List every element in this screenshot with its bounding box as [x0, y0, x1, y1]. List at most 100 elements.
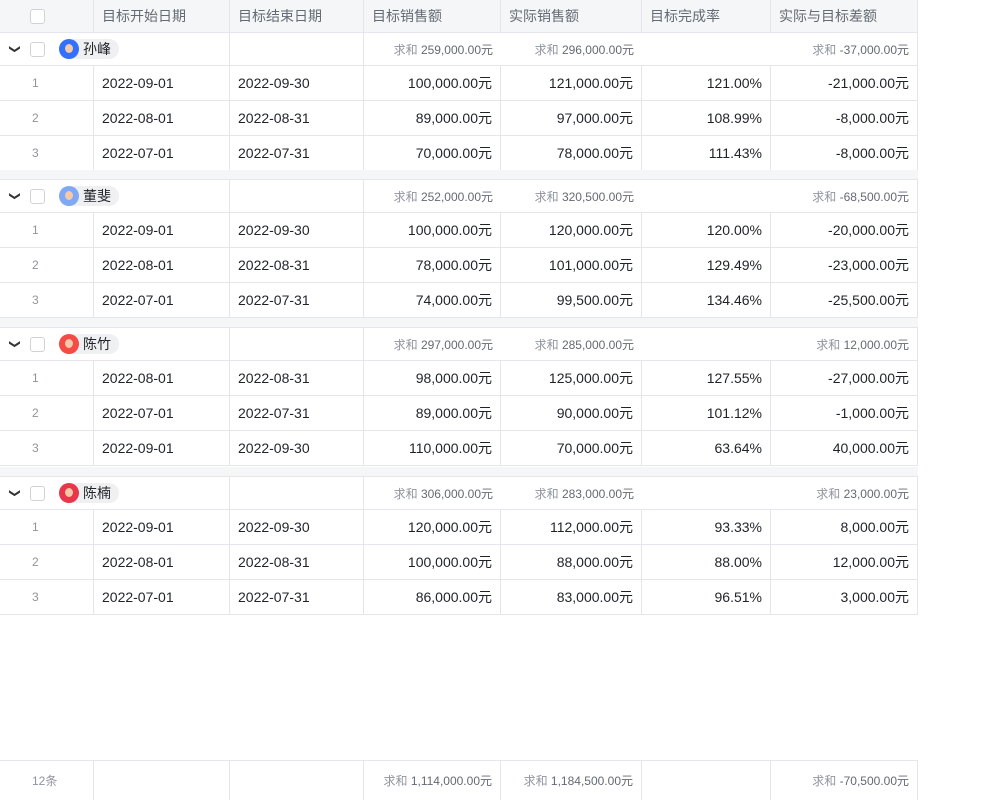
group-checkbox[interactable] — [30, 336, 45, 352]
actual-sales-cell[interactable]: 83,000.00元 — [501, 580, 642, 614]
chevron-down-icon[interactable]: ❯ — [8, 339, 21, 349]
start-date-cell[interactable]: 2022-09-01 — [94, 66, 230, 100]
target-sales-cell[interactable]: 70,000.00元 — [364, 136, 501, 170]
start-date-cell[interactable]: 2022-08-01 — [94, 248, 230, 282]
start-date-cell[interactable]: 2022-08-01 — [94, 361, 230, 395]
start-date-cell[interactable]: 2022-07-01 — [94, 396, 230, 430]
actual-sales-cell[interactable]: 78,000.00元 — [501, 136, 642, 170]
actual-sales-cell[interactable]: 88,000.00元 — [501, 545, 642, 579]
chevron-down-icon[interactable]: ❯ — [8, 191, 21, 201]
table-row[interactable]: 2 2022-08-01 2022-08-31 89,000.00元 97,000.00… — [0, 101, 918, 136]
start-date-cell[interactable]: 2022-07-01 — [94, 580, 230, 614]
completion-rate-cell[interactable]: 88.00% — [642, 545, 771, 579]
target-sales-cell[interactable]: 74,000.00元 — [364, 283, 501, 317]
completion-rate-cell[interactable]: 111.43% — [642, 136, 771, 170]
difference-cell[interactable]: 3,000.00元 — [771, 580, 918, 614]
end-date-cell[interactable]: 2022-09-30 — [230, 213, 364, 247]
start-date-cell[interactable]: 2022-07-01 — [94, 283, 230, 317]
target-sales-cell[interactable]: 86,000.00元 — [364, 580, 501, 614]
end-date-cell[interactable]: 2022-08-31 — [230, 545, 364, 579]
start-date-cell[interactable]: 2022-07-01 — [94, 136, 230, 170]
start-date-cell[interactable]: 2022-08-01 — [94, 545, 230, 579]
table-row[interactable]: 3 2022-07-01 2022-07-31 86,000.00元 83,000.00… — [0, 580, 918, 615]
group-checkbox[interactable] — [30, 188, 45, 204]
difference-cell[interactable]: 12,000.00元 — [771, 545, 918, 579]
chevron-down-icon[interactable]: ❯ — [8, 488, 21, 498]
table-row[interactable]: 1 2022-08-01 2022-08-31 98,000.00元 125,000.0… — [0, 361, 918, 396]
select-all-checkbox[interactable] — [30, 8, 45, 24]
actual-sales-cell[interactable]: 112,000.00元 — [501, 510, 642, 544]
target-sales-cell[interactable]: 89,000.00元 — [364, 101, 501, 135]
completion-rate-cell[interactable]: 127.55% — [642, 361, 771, 395]
table-row[interactable]: 2 2022-08-01 2022-08-31 100,000.00元 88,000.0… — [0, 545, 918, 580]
target-sales-cell[interactable]: 100,000.00元 — [364, 66, 501, 100]
header-difference[interactable]: 实际与目标差额 — [771, 0, 918, 32]
actual-sales-cell[interactable]: 121,000.00元 — [501, 66, 642, 100]
header-actual-sales[interactable]: 实际销售额 — [501, 0, 642, 32]
target-sales-cell[interactable]: 100,000.00元 — [364, 213, 501, 247]
target-sales-cell[interactable]: 78,000.00元 — [364, 248, 501, 282]
person-name: 董斐 — [83, 188, 111, 204]
end-date-cell[interactable]: 2022-09-30 — [230, 431, 364, 465]
end-date-cell[interactable]: 2022-08-31 — [230, 361, 364, 395]
table-row[interactable]: 2 2022-08-01 2022-08-31 78,000.00元 101,000.0… — [0, 248, 918, 283]
table-row[interactable]: 1 2022-09-01 2022-09-30 100,000.00元 120,000.… — [0, 213, 918, 248]
target-sales-cell[interactable]: 120,000.00元 — [364, 510, 501, 544]
completion-rate-cell[interactable]: 134.46% — [642, 283, 771, 317]
target-sales-cell[interactable]: 100,000.00元 — [364, 545, 501, 579]
end-date-cell[interactable]: 2022-07-31 — [230, 580, 364, 614]
difference-cell[interactable]: -21,000.00元 — [771, 66, 918, 100]
difference-cell[interactable]: 8,000.00元 — [771, 510, 918, 544]
target-sales-cell[interactable]: 110,000.00元 — [364, 431, 501, 465]
difference-cell[interactable]: -25,500.00元 — [771, 283, 918, 317]
start-date-cell[interactable]: 2022-09-01 — [94, 431, 230, 465]
table-row[interactable]: 2 2022-07-01 2022-07-31 89,000.00元 90,000.00… — [0, 396, 918, 431]
start-date-cell[interactable]: 2022-09-01 — [94, 510, 230, 544]
end-date-cell[interactable]: 2022-08-31 — [230, 248, 364, 282]
end-date-cell[interactable]: 2022-08-31 — [230, 101, 364, 135]
actual-sales-cell[interactable]: 125,000.00元 — [501, 361, 642, 395]
difference-cell[interactable]: -23,000.00元 — [771, 248, 918, 282]
difference-cell[interactable]: -27,000.00元 — [771, 361, 918, 395]
completion-rate-cell[interactable]: 96.51% — [642, 580, 771, 614]
difference-cell[interactable]: -20,000.00元 — [771, 213, 918, 247]
difference-cell[interactable]: 40,000.00元 — [771, 431, 918, 465]
completion-rate-cell[interactable]: 108.99% — [642, 101, 771, 135]
header-completion-rate[interactable]: 目标完成率 — [642, 0, 771, 32]
header-end-date[interactable]: 目标结束日期 — [230, 0, 364, 32]
difference-cell[interactable]: -8,000.00元 — [771, 136, 918, 170]
group-checkbox[interactable] — [30, 485, 45, 501]
group-checkbox[interactable] — [30, 41, 45, 57]
target-sales-cell[interactable]: 89,000.00元 — [364, 396, 501, 430]
end-date-cell[interactable]: 2022-07-31 — [230, 136, 364, 170]
end-date-cell[interactable]: 2022-09-30 — [230, 510, 364, 544]
actual-sales-cell[interactable]: 97,000.00元 — [501, 101, 642, 135]
completion-rate-cell[interactable]: 101.12% — [642, 396, 771, 430]
end-date-cell[interactable]: 2022-09-30 — [230, 66, 364, 100]
difference-cell[interactable]: -8,000.00元 — [771, 101, 918, 135]
start-date-cell[interactable]: 2022-09-01 — [94, 213, 230, 247]
actual-sales-cell[interactable]: 99,500.00元 — [501, 283, 642, 317]
chevron-down-icon[interactable]: ❯ — [8, 44, 21, 54]
table-row[interactable]: 1 2022-09-01 2022-09-30 100,000.00元 121,000.… — [0, 66, 918, 101]
completion-rate-cell[interactable]: 121.00% — [642, 66, 771, 100]
difference-cell[interactable]: -1,000.00元 — [771, 396, 918, 430]
completion-rate-cell[interactable]: 63.64% — [642, 431, 771, 465]
target-sales-cell[interactable]: 98,000.00元 — [364, 361, 501, 395]
header-target-sales[interactable]: 目标销售额 — [364, 0, 501, 32]
end-date-cell[interactable]: 2022-07-31 — [230, 396, 364, 430]
table-row[interactable]: 3 2022-09-01 2022-09-30 110,000.00元 70,000.0… — [0, 431, 918, 466]
start-date-cell[interactable]: 2022-08-01 — [94, 101, 230, 135]
completion-rate-cell[interactable]: 129.49% — [642, 248, 771, 282]
actual-sales-cell[interactable]: 70,000.00元 — [501, 431, 642, 465]
completion-rate-cell[interactable]: 93.33% — [642, 510, 771, 544]
completion-rate-cell[interactable]: 120.00% — [642, 213, 771, 247]
end-date-cell[interactable]: 2022-07-31 — [230, 283, 364, 317]
actual-sales-cell[interactable]: 120,000.00元 — [501, 213, 642, 247]
table-row[interactable]: 3 2022-07-01 2022-07-31 74,000.00元 99,500.00… — [0, 283, 918, 318]
table-row[interactable]: 3 2022-07-01 2022-07-31 70,000.00元 78,000.00… — [0, 136, 918, 171]
table-row[interactable]: 1 2022-09-01 2022-09-30 120,000.00元 112,000.… — [0, 510, 918, 545]
actual-sales-cell[interactable]: 90,000.00元 — [501, 396, 642, 430]
actual-sales-cell[interactable]: 101,000.00元 — [501, 248, 642, 282]
header-start-date[interactable]: 目标开始日期 — [94, 0, 230, 32]
